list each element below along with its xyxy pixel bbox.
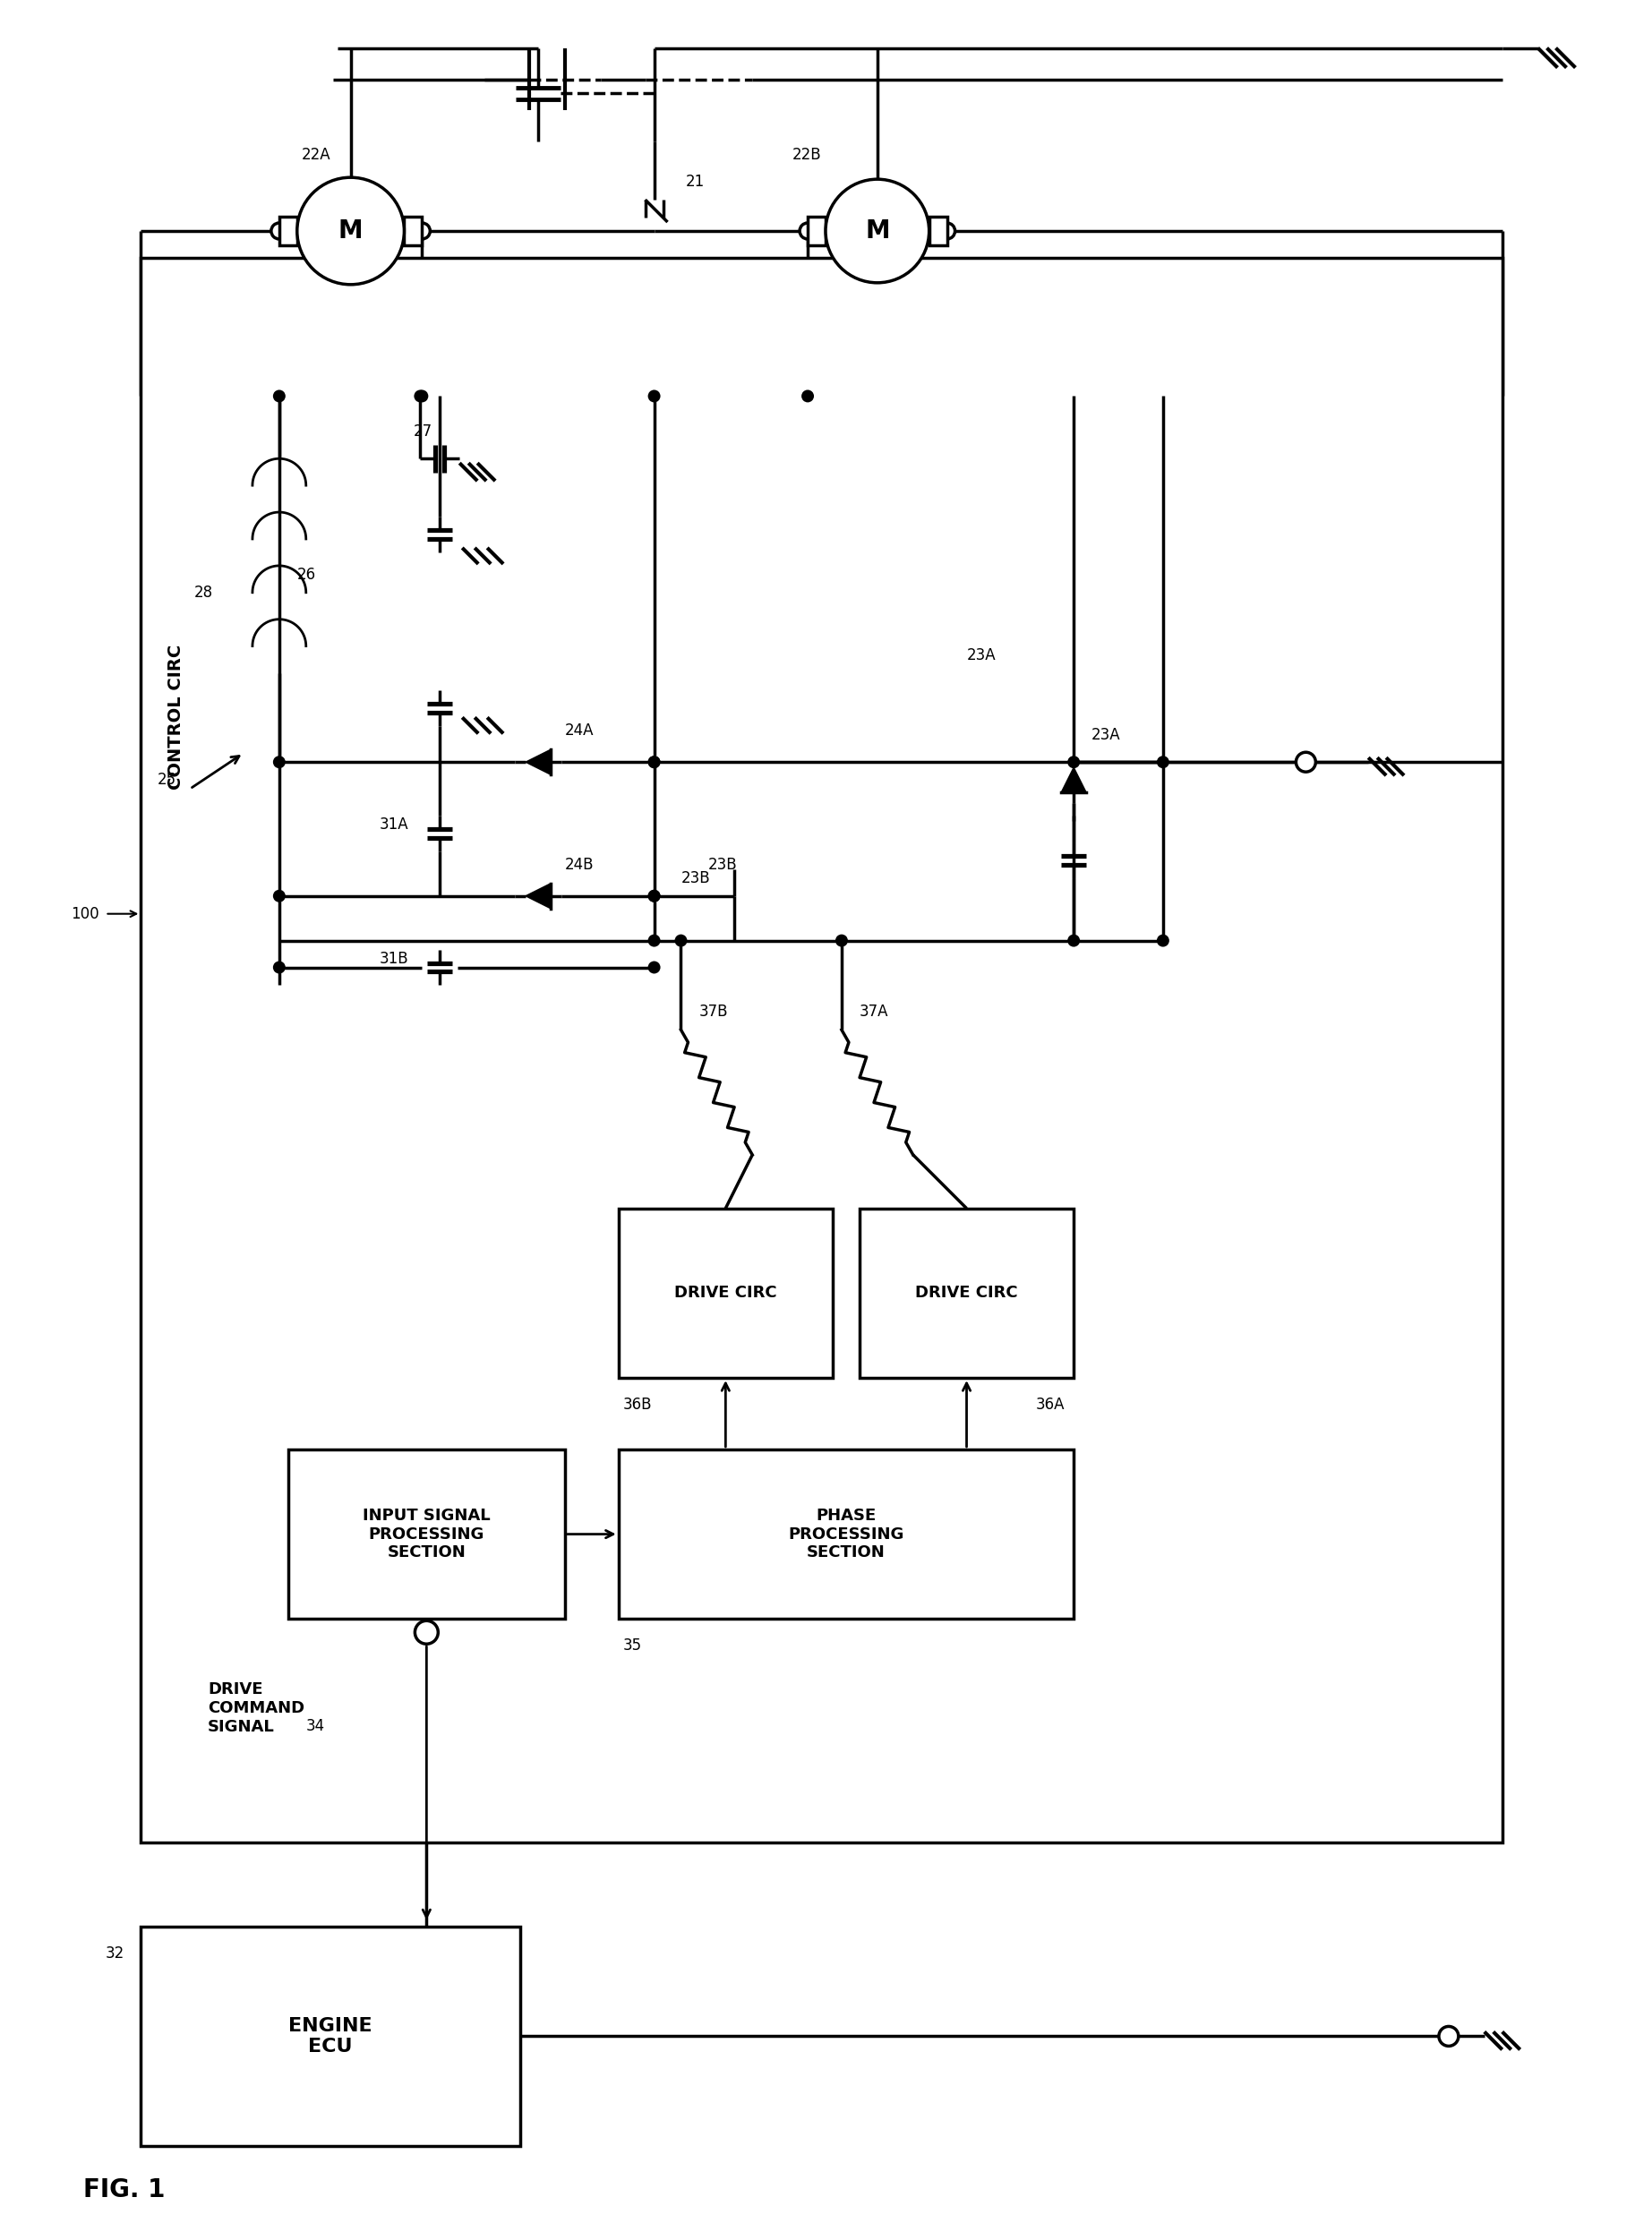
Bar — [808, 217, 826, 244]
Circle shape — [648, 889, 661, 903]
Polygon shape — [525, 750, 550, 775]
Text: INPUT SIGNAL
PROCESSING
SECTION: INPUT SIGNAL PROCESSING SECTION — [363, 1508, 491, 1561]
Circle shape — [648, 390, 661, 403]
Polygon shape — [525, 883, 550, 909]
Circle shape — [1067, 755, 1080, 768]
Circle shape — [415, 390, 426, 403]
Circle shape — [271, 224, 287, 240]
Text: 27: 27 — [413, 423, 433, 439]
Text: 36A: 36A — [1036, 1398, 1066, 1413]
Circle shape — [1297, 753, 1315, 773]
Circle shape — [800, 224, 816, 240]
Bar — [140, 258, 1502, 1841]
Bar — [405, 217, 421, 244]
Text: 34: 34 — [306, 1718, 325, 1734]
Text: 31B: 31B — [380, 950, 408, 965]
Bar — [287, 1449, 565, 1620]
Circle shape — [273, 961, 286, 974]
Circle shape — [297, 177, 405, 284]
Polygon shape — [1061, 768, 1087, 793]
Bar — [928, 217, 947, 244]
Circle shape — [273, 889, 286, 903]
Circle shape — [415, 1622, 438, 1644]
Text: M: M — [339, 220, 363, 244]
Circle shape — [648, 755, 661, 768]
Circle shape — [836, 934, 847, 948]
Circle shape — [1156, 934, 1170, 948]
Circle shape — [674, 934, 687, 948]
Text: 37A: 37A — [859, 1004, 889, 1019]
Text: M: M — [866, 220, 890, 244]
Text: 37B: 37B — [699, 1004, 729, 1019]
Circle shape — [801, 390, 814, 403]
Circle shape — [1439, 2027, 1459, 2045]
Text: DRIVE
COMMAND
SIGNAL: DRIVE COMMAND SIGNAL — [208, 1682, 304, 1734]
Circle shape — [826, 179, 928, 282]
Text: ENGINE
ECU: ENGINE ECU — [289, 2016, 372, 2056]
Text: 22A: 22A — [302, 148, 330, 164]
Bar — [618, 1207, 833, 1378]
Text: DRIVE CIRC: DRIVE CIRC — [915, 1286, 1018, 1301]
Circle shape — [273, 755, 286, 768]
Bar — [279, 217, 297, 244]
Text: 36B: 36B — [623, 1398, 653, 1413]
Text: 21: 21 — [686, 175, 704, 190]
Circle shape — [1067, 934, 1080, 948]
Circle shape — [648, 889, 661, 903]
Text: 26: 26 — [297, 567, 316, 582]
Text: 24B: 24B — [565, 856, 595, 874]
Text: 24A: 24A — [565, 724, 595, 739]
Text: 23B: 23B — [681, 869, 710, 887]
Text: PHASE
PROCESSING
SECTION: PHASE PROCESSING SECTION — [788, 1508, 904, 1561]
Text: 23B: 23B — [707, 856, 737, 874]
Text: 23A: 23A — [966, 647, 996, 663]
Circle shape — [938, 224, 955, 240]
Circle shape — [648, 961, 661, 974]
Text: 35: 35 — [623, 1637, 643, 1653]
Text: CONTROL CIRC: CONTROL CIRC — [167, 645, 185, 791]
Text: 32: 32 — [106, 1947, 126, 1962]
Circle shape — [1156, 755, 1170, 768]
Circle shape — [416, 390, 428, 403]
Text: 100: 100 — [71, 905, 99, 923]
Circle shape — [273, 390, 286, 403]
Circle shape — [648, 755, 661, 768]
Bar — [618, 1449, 1074, 1620]
Bar — [140, 1926, 520, 2146]
Circle shape — [648, 934, 661, 948]
Text: FIG. 1: FIG. 1 — [83, 2177, 165, 2202]
Text: 25: 25 — [157, 773, 177, 788]
Bar — [859, 1207, 1074, 1378]
Text: 28: 28 — [195, 585, 213, 600]
Text: 23A: 23A — [1092, 728, 1120, 744]
Text: 22B: 22B — [793, 148, 821, 164]
Text: 31A: 31A — [380, 818, 408, 833]
Text: DRIVE CIRC: DRIVE CIRC — [674, 1286, 776, 1301]
Circle shape — [415, 224, 430, 240]
